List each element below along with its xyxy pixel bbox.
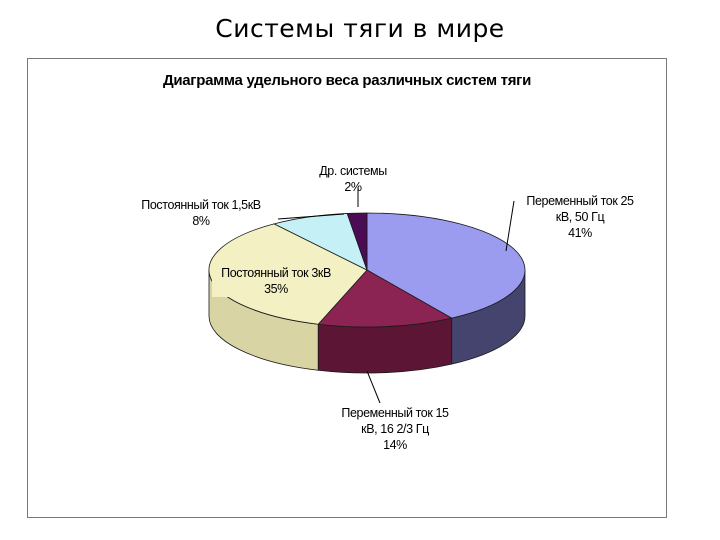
label-ac-15kv: Переменный ток 15 кВ, 16 2/3 Гц 14% [341, 406, 449, 452]
chart-frame: Диаграмма удельного веса различных систе… [27, 58, 667, 518]
label-dc-1-5kv: Постоянный ток 1,5кВ 8% [141, 198, 261, 228]
chart-title: Диаграмма удельного веса различных систе… [162, 72, 532, 89]
label-other-systems: Др. системы 2% [319, 164, 387, 194]
pie-slice-1 [317, 269, 453, 328]
label-ac-25kv: Переменный ток 25 кВ, 50 Гц 41% [526, 194, 634, 240]
leader-line-2 [277, 213, 345, 220]
leader-line-0 [505, 200, 515, 252]
pie-slice-0 [366, 212, 526, 319]
label-dc-3kv: Постоянный ток 3кВ 35% [212, 265, 340, 297]
pie-slice-4 [346, 212, 368, 271]
leader-line-1 [366, 370, 381, 404]
slide-title: Системы тяги в мире [215, 14, 505, 43]
